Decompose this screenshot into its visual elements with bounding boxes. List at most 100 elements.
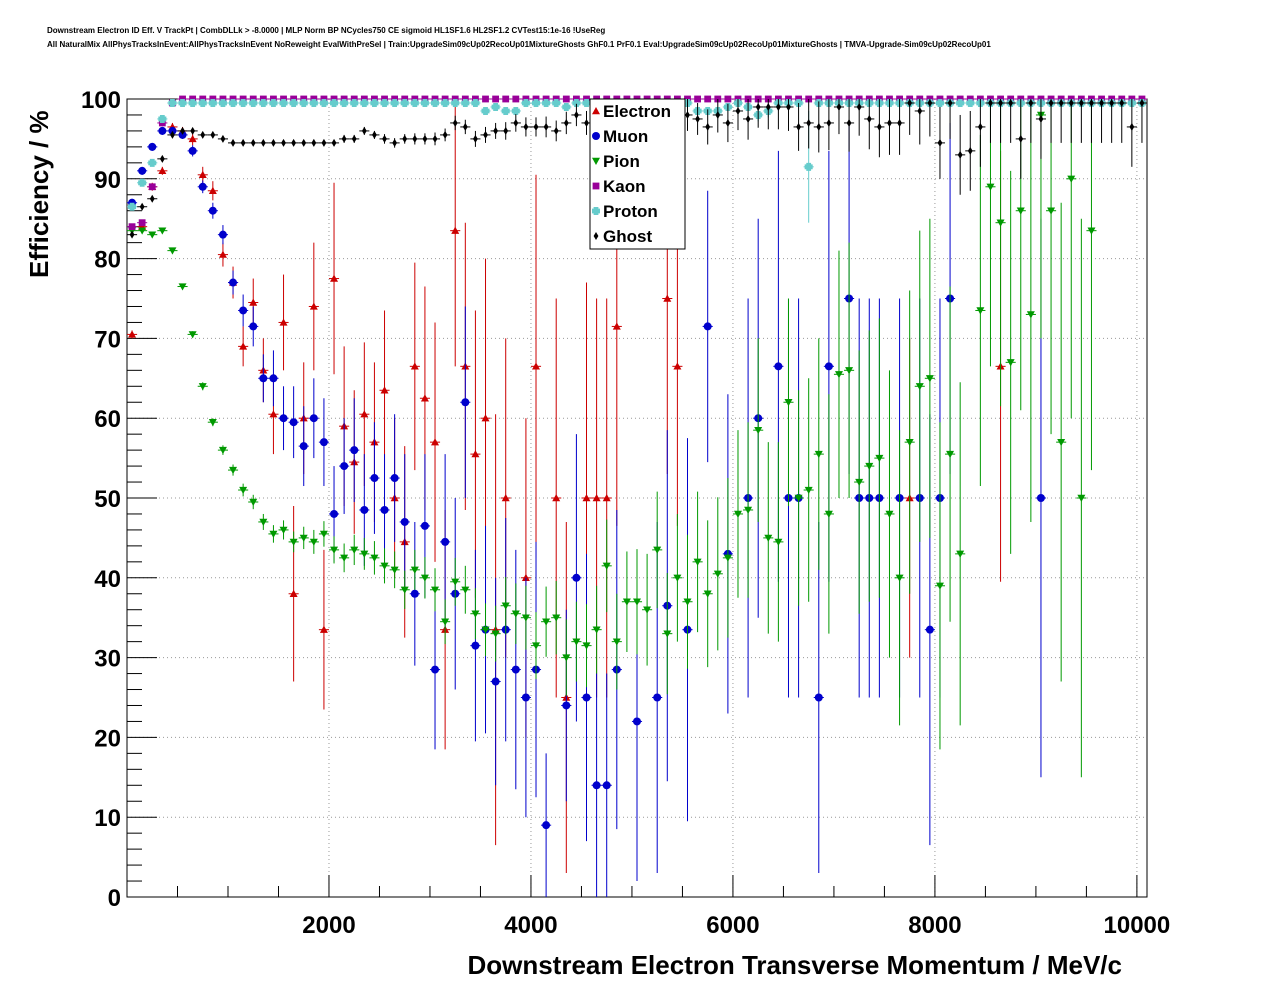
axes-layer: 2000 4000 6000 8000 10000 0 10 20 30 40 50 60 70 80 90… bbox=[81, 87, 1170, 939]
legend-label: Pion bbox=[603, 152, 640, 171]
data-point-ghost bbox=[137, 202, 148, 211]
data-point-ghost bbox=[955, 114, 966, 195]
data-point-pion bbox=[268, 525, 279, 543]
data-point-kaon bbox=[510, 95, 521, 103]
data-point-pion bbox=[581, 604, 592, 688]
data-point-ghost bbox=[1136, 98, 1147, 143]
data-point-kaon bbox=[147, 183, 158, 191]
y-axis-title: Efficiency / % bbox=[24, 110, 54, 278]
data-point-pion bbox=[147, 231, 158, 239]
y-tick-label: 90 bbox=[94, 167, 121, 194]
data-point-ghost bbox=[1056, 98, 1067, 143]
data-point-proton bbox=[955, 98, 966, 107]
data-point-ghost bbox=[238, 138, 249, 147]
data-point-pion bbox=[732, 430, 744, 598]
data-point-ghost bbox=[389, 138, 400, 148]
data-point-ghost bbox=[359, 126, 370, 135]
data-point-electron bbox=[409, 262, 420, 471]
data-point-pion bbox=[571, 601, 582, 682]
data-point-muon bbox=[349, 398, 360, 502]
data-point-ghost bbox=[480, 126, 491, 143]
data-point-ghost bbox=[773, 99, 784, 130]
data-point-ghost bbox=[864, 99, 875, 150]
data-point-pion bbox=[793, 390, 804, 606]
data-point-pion bbox=[349, 534, 360, 566]
y-tick-label: 30 bbox=[94, 646, 121, 673]
data-point-proton bbox=[541, 98, 552, 107]
data-point-proton bbox=[248, 98, 259, 107]
legend-item-kaon: Kaon bbox=[592, 177, 646, 196]
data-point-muon bbox=[207, 202, 218, 219]
data-point-proton bbox=[480, 106, 491, 115]
data-point-pion bbox=[1056, 202, 1067, 682]
legend-label: Electron bbox=[603, 102, 671, 121]
data-point-pion bbox=[743, 422, 754, 598]
data-point-muon bbox=[258, 354, 269, 403]
data-point-muon bbox=[137, 166, 148, 175]
data-point-pion bbox=[631, 549, 643, 655]
data-point-pion bbox=[530, 612, 542, 680]
data-point-pion bbox=[520, 585, 531, 650]
data-point-electron bbox=[328, 182, 340, 375]
y-tick-label: 0 bbox=[108, 885, 121, 912]
data-point-ghost bbox=[298, 138, 309, 147]
data-point-ghost bbox=[248, 138, 259, 147]
data-point-pion bbox=[1025, 106, 1036, 522]
data-point-electron bbox=[672, 206, 683, 526]
data-point-electron bbox=[157, 166, 168, 175]
data-point-muon bbox=[813, 521, 824, 874]
data-point-proton bbox=[137, 178, 148, 187]
legend-item-ghost: Ghost bbox=[593, 227, 652, 246]
data-point-pion bbox=[379, 548, 390, 584]
data-point-pion bbox=[833, 250, 845, 498]
legend-marker bbox=[592, 182, 600, 190]
data-point-ghost bbox=[854, 99, 865, 136]
data-point-proton bbox=[288, 98, 299, 107]
data-point-electron bbox=[429, 322, 441, 562]
data-point-ghost bbox=[1076, 98, 1087, 143]
data-point-muon bbox=[541, 753, 552, 897]
data-point-proton bbox=[561, 102, 572, 111]
data-point-proton bbox=[389, 98, 400, 107]
data-point-ghost bbox=[924, 98, 935, 137]
data-point-kaon bbox=[702, 95, 713, 103]
legend-item-pion: Pion bbox=[592, 152, 640, 171]
legend-marker bbox=[592, 207, 600, 216]
data-point-ghost bbox=[268, 138, 279, 147]
data-point-pion bbox=[672, 513, 683, 642]
data-point-pion bbox=[753, 338, 764, 522]
data-point-pion bbox=[1076, 218, 1087, 778]
data-point-ghost bbox=[702, 109, 713, 145]
data-point-proton bbox=[530, 98, 542, 107]
data-point-muon bbox=[298, 406, 309, 487]
data-point-ghost bbox=[581, 110, 592, 135]
y-tick-label: 100 bbox=[81, 87, 121, 114]
data-point-pion bbox=[692, 491, 703, 633]
data-point-ghost bbox=[419, 133, 430, 145]
y-tick-label: 10 bbox=[94, 805, 121, 832]
data-point-muon bbox=[339, 418, 350, 514]
data-point-proton bbox=[227, 98, 239, 107]
data-point-ghost bbox=[490, 122, 501, 139]
data-point-pion bbox=[712, 497, 723, 651]
data-point-proton bbox=[258, 98, 269, 107]
data-point-proton bbox=[551, 98, 562, 107]
data-point-ghost bbox=[914, 99, 925, 145]
data-point-pion bbox=[864, 330, 875, 602]
data-point-muon bbox=[389, 414, 400, 542]
data-point-pion bbox=[783, 298, 794, 506]
data-point-ghost bbox=[409, 133, 420, 145]
data-point-kaon bbox=[722, 95, 733, 103]
data-point-ghost bbox=[510, 114, 521, 132]
data-point-pion bbox=[157, 227, 168, 235]
data-point-pion bbox=[278, 520, 289, 540]
data-point-electron bbox=[450, 99, 461, 367]
data-point-muon bbox=[147, 142, 158, 151]
data-point-pion bbox=[470, 588, 481, 640]
data-point-ghost bbox=[884, 99, 895, 155]
data-point-ghost bbox=[308, 138, 319, 147]
data-point-ghost bbox=[450, 115, 461, 131]
data-point-ghost bbox=[1025, 98, 1036, 143]
data-point-ghost bbox=[288, 138, 299, 147]
